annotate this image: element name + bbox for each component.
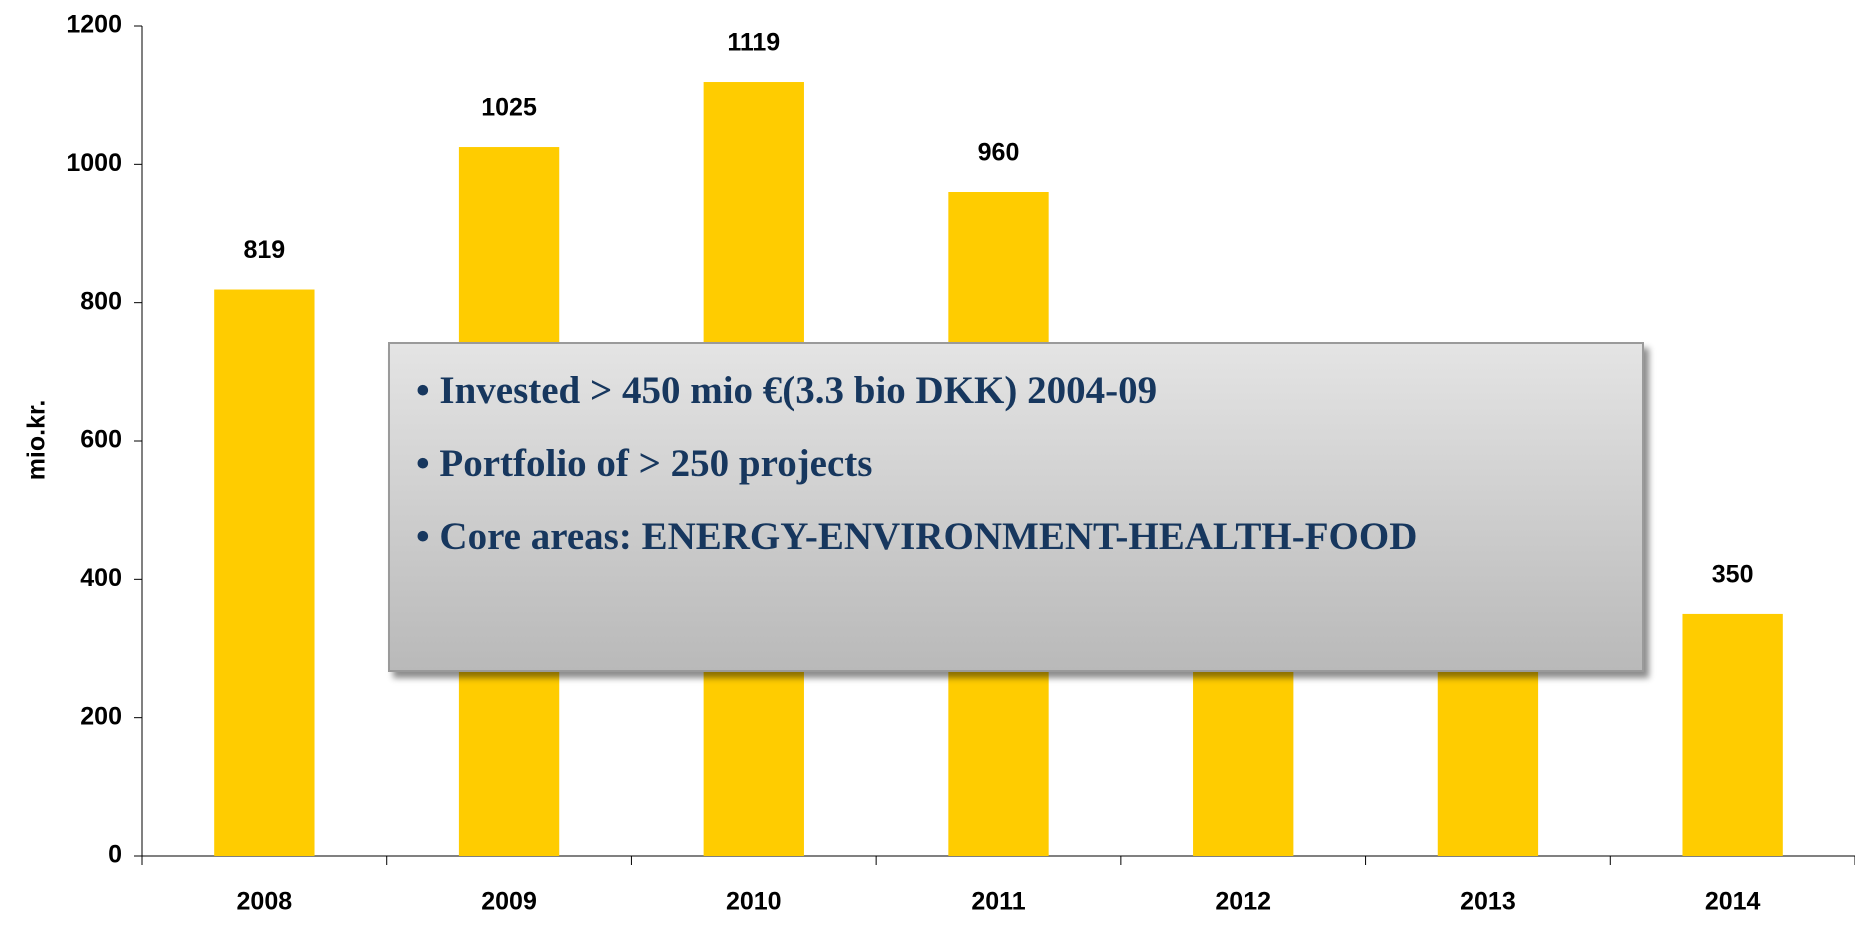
annotation: • Portfolio of > 250 projects [416, 441, 873, 485]
y-axis-label: mio.kr. [23, 400, 51, 481]
x-tick-label: 2011 [971, 888, 1025, 916]
y-tick-label: 200 [80, 702, 122, 730]
bar [214, 289, 315, 856]
x-tick-label: 2014 [1705, 888, 1761, 916]
data-label: 819 [243, 236, 285, 264]
annotation: • Invested > 450 mio €(3.3 bio DKK) 2004… [416, 369, 1158, 412]
y-tick-label: 0 [108, 841, 122, 869]
x-tick-label: 2008 [237, 888, 293, 916]
x-tick-label: 2010 [726, 888, 782, 916]
y-tick-label: 600 [80, 426, 122, 454]
data-label: 1025 [481, 94, 537, 122]
x-tick-label: 2009 [481, 888, 537, 916]
y-tick-label: 1000 [66, 149, 122, 177]
x-tick-label: 2013 [1460, 888, 1516, 916]
annotation: • Core areas: ENERGY-ENVIRONMENT-HEALTH-… [416, 514, 1418, 558]
data-label: 350 [1712, 561, 1754, 589]
data-label: 1119 [727, 29, 780, 57]
annotation-box: • Invested > 450 mio €(3.3 bio DKK) 2004… [388, 342, 1644, 672]
y-tick-label: 400 [80, 564, 122, 592]
y-tick-label: 1200 [66, 11, 122, 39]
x-tick-label: 2012 [1215, 888, 1271, 916]
data-label: 960 [978, 139, 1020, 167]
y-tick-label: 800 [80, 287, 122, 315]
bar [1682, 613, 1783, 856]
